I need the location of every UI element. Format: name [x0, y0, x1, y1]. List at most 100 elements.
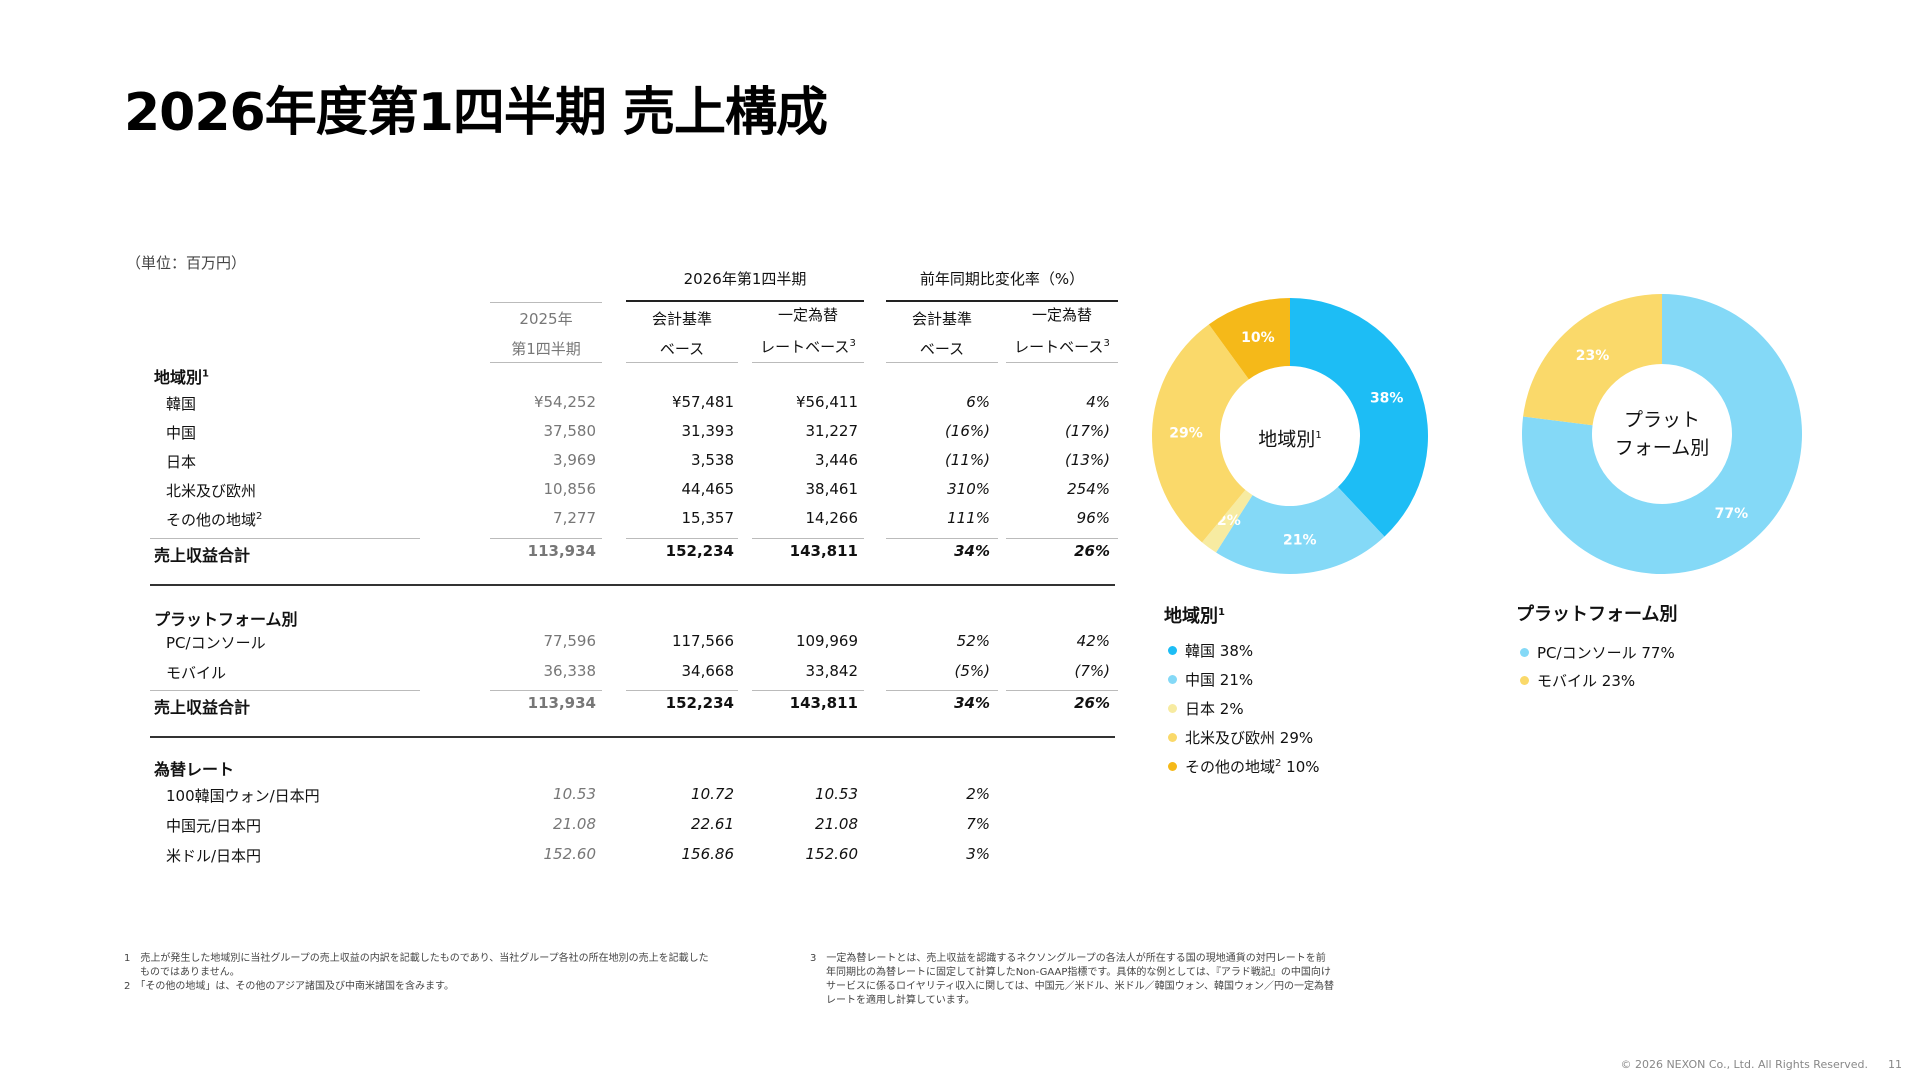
- legend-item: 北米及び欧州 29%: [1168, 727, 1313, 748]
- fx-cell-accounting: 10.72: [691, 785, 734, 803]
- region-row-label-text: その他の地域: [166, 511, 257, 529]
- platform-cell-2025q1: 77,596: [543, 632, 597, 650]
- donut-slice-label: 29%: [1169, 426, 1203, 442]
- platform-cell-constant: 109,969: [795, 632, 858, 650]
- legend-label: モバイル 23%: [1537, 670, 1635, 691]
- col3-header-line1: 会計基準: [911, 310, 972, 328]
- section-region-text: 地域別: [154, 368, 203, 387]
- legend-swatch: [1168, 675, 1177, 684]
- legend-category: 韓国: [1185, 642, 1216, 660]
- donut-slice: [1208, 298, 1290, 380]
- legend-value: 23%: [1601, 672, 1636, 690]
- donut-slice-label: 21%: [1283, 533, 1317, 549]
- fx-cell-constant: 21.08: [815, 815, 858, 833]
- platform-cell-accounting: 117,566: [671, 632, 734, 650]
- legend-category: その他の地域: [1185, 758, 1276, 776]
- platform-row-label: PC/コンソール: [166, 632, 266, 653]
- region-row-label: 北米及び欧州: [166, 480, 256, 501]
- region-row-label: その他の地域2: [166, 509, 262, 530]
- region-cell-yoy-accounting: 6%: [966, 393, 990, 411]
- region-total-2025q1: 113,934: [527, 542, 596, 560]
- region-cell-yoy-accounting: (11%): [944, 451, 990, 469]
- footnote-3-line-b: 年同期比の為替レートに固定して計算したNon-GAAP指標です。具体的な例として…: [826, 967, 1331, 978]
- legend-swatch: [1168, 646, 1177, 655]
- col4-header-line2: レートベース3: [1006, 336, 1118, 357]
- row-rule: [626, 538, 738, 539]
- header-rule: [1006, 362, 1118, 363]
- region-total-yoy-constant: 26%: [1074, 542, 1110, 560]
- footnote-3-line-a: 3 一定為替レートとは、売上収益を認識するネクソングループの各法人が所在する国の…: [810, 953, 1326, 964]
- fx-row-label-text: 米ドル/日本円: [166, 847, 262, 865]
- legend-category: 中国: [1185, 671, 1216, 689]
- fx-cell-2025q1: 10.53: [553, 785, 596, 803]
- legend-swatch: [1168, 733, 1177, 742]
- region-cell-accounting: 3,538: [691, 451, 734, 469]
- footnote-1-line-b: ものではありません。: [140, 967, 240, 978]
- header-group-yoy: 前年同期比変化率（%）: [919, 270, 1085, 288]
- legend-value: 21%: [1219, 671, 1254, 689]
- fx-cell-2025q1: 152.60: [543, 845, 597, 863]
- region-cell-accounting: 44,465: [681, 480, 735, 498]
- fx-row-label-text: 100韓国ウォン/日本円: [166, 787, 320, 805]
- row-rule: [150, 538, 420, 539]
- platform-total-accounting: 152,234: [665, 694, 734, 712]
- region-cell-constant: 38,461: [805, 480, 859, 498]
- legend-item: PC/コンソール 77%: [1520, 642, 1675, 663]
- col0-header-line1: 2025年: [519, 310, 573, 328]
- row-rule: [886, 690, 998, 691]
- legend-category: 日本: [1185, 700, 1216, 718]
- fx-row-label: 中国元/日本円: [166, 815, 261, 836]
- row-rule: [150, 690, 420, 691]
- footnote-ref: 1: [202, 368, 209, 380]
- region-cell-accounting: 15,357: [681, 509, 735, 527]
- platform-donut-center-line2: フォーム別: [1614, 437, 1710, 459]
- footnote-ref: 1: [1218, 607, 1225, 618]
- footnote-ref: 1: [1315, 430, 1322, 441]
- region-cell-yoy-accounting: 310%: [947, 480, 990, 498]
- platform-donut-chart: 77% 23%: [1522, 294, 1802, 574]
- region-cell-yoy-constant: (13%): [1064, 451, 1110, 469]
- legend-item: その他の地域2 10%: [1168, 756, 1320, 777]
- platform-legend-title: プラットフォーム別: [1516, 604, 1678, 625]
- region-donut-chart: 38% 21% 2% 29% 10%: [1152, 298, 1428, 574]
- platform-total-constant: 143,811: [789, 694, 858, 712]
- header-rule: [490, 302, 602, 303]
- row-rule: [490, 690, 602, 691]
- legend-value: 77%: [1641, 644, 1675, 662]
- col1-header-line1: 会計基準: [651, 310, 712, 328]
- donut-slice-label: 10%: [1241, 330, 1275, 346]
- fx-cell-accounting: 156.86: [681, 845, 735, 863]
- row-rule: [752, 538, 864, 539]
- col1-header-line2: ベース: [659, 340, 705, 358]
- region-row-label-text: 北米及び欧州: [166, 482, 257, 500]
- col0-header-line2: 第1四半期: [511, 340, 581, 358]
- region-legend-title: 地域別1: [1164, 602, 1225, 628]
- region-row-label-text: 中国: [166, 424, 197, 442]
- row-rule: [752, 690, 864, 691]
- donut-slice: [1290, 298, 1428, 537]
- fx-row-label: 米ドル/日本円: [166, 845, 261, 866]
- region-cell-constant: 31,227: [805, 422, 859, 440]
- legend-swatch: [1520, 648, 1529, 657]
- region-cell-constant: 14,266: [805, 509, 859, 527]
- footnote-3-line-d: レートを適用し計算しています。: [826, 995, 975, 1006]
- donut-slice-label: 2%: [1217, 513, 1241, 529]
- footnote-ref: 3: [1103, 338, 1110, 349]
- platform-total-yoy-accounting: 34%: [954, 694, 990, 712]
- header-rule: [626, 362, 738, 363]
- region-cell-yoy-accounting: 111%: [947, 509, 990, 527]
- fx-cell-accounting: 22.61: [691, 815, 734, 833]
- region-total-label: 売上収益合計: [154, 546, 251, 565]
- region-cell-constant: 3,446: [815, 451, 858, 469]
- header-rule: [626, 300, 864, 302]
- platform-donut-center-label: プラット フォーム別: [1602, 406, 1722, 462]
- header-rule: [752, 362, 864, 363]
- region-cell-constant: ¥56,411: [795, 393, 858, 411]
- legend-swatch: [1168, 704, 1177, 713]
- region-total-yoy-accounting: 34%: [954, 542, 990, 560]
- legend-label: 北米及び欧州 29%: [1185, 727, 1313, 748]
- fx-row-label-text: 中国元/日本円: [166, 817, 262, 835]
- donut-slice-label: 77%: [1715, 506, 1749, 522]
- footnote-3-line-c: サービスに係るロイヤリティ収入に関しては、中国元／米ドル、米ドル／韓国ウォン、韓…: [826, 981, 1334, 992]
- section-divider: [150, 736, 1115, 738]
